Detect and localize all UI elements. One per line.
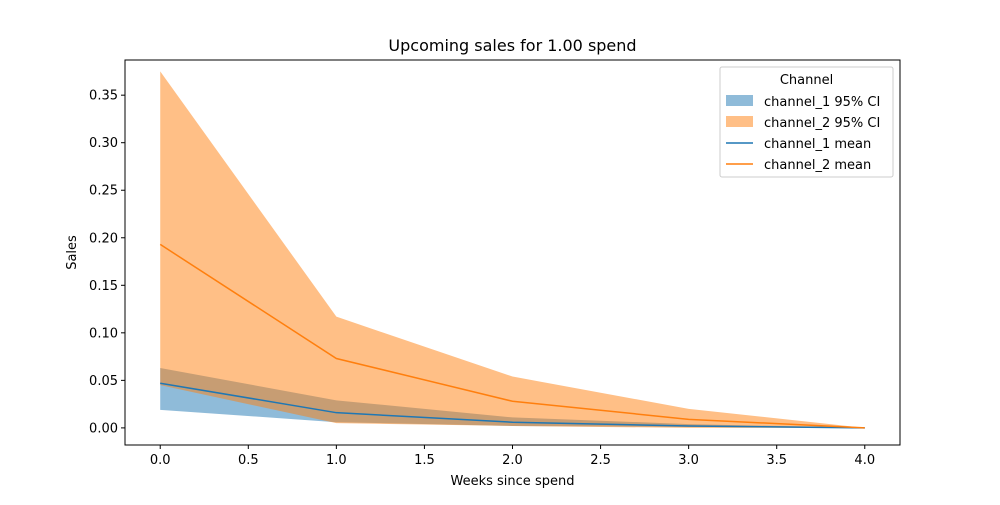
x-tick-label: 2.0 [502, 453, 523, 468]
x-tick-label: 1.5 [414, 453, 435, 468]
legend-entry-label: channel_1 95% CI [764, 95, 880, 110]
x-tick-label: 0.5 [238, 453, 259, 468]
x-tick-label: 3.5 [766, 453, 787, 468]
x-axis-label: Weeks since spend [451, 474, 575, 489]
x-axis-ticks: 0.0 0.5 1.0 1.5 2.0 2.5 3.0 3.5 4.0 [150, 445, 875, 468]
y-tick-label: 0.30 [89, 136, 118, 151]
legend-entry-label: channel_2 mean [764, 158, 871, 173]
legend: Channel channel_1 95% CI channel_2 95% CI… [720, 67, 893, 177]
legend-entry-label: channel_2 95% CI [764, 116, 880, 131]
y-tick-label: 0.00 [89, 421, 118, 436]
x-tick-label: 4.0 [854, 453, 875, 468]
x-tick-label: 2.5 [590, 453, 611, 468]
chart-title: Upcoming sales for 1.00 spend [388, 36, 636, 55]
channel_1-ci-legend-swatch [726, 95, 753, 106]
y-tick-label: 0.05 [89, 374, 118, 389]
legend-title: Channel [780, 73, 833, 88]
x-tick-label: 1.0 [326, 453, 347, 468]
y-tick-label: 0.35 [89, 89, 118, 104]
x-tick-label: 3.0 [678, 453, 699, 468]
y-axis-label: Sales [65, 235, 80, 270]
y-tick-label: 0.10 [89, 326, 118, 341]
y-tick-label: 0.15 [89, 279, 118, 294]
y-tick-label: 0.20 [89, 231, 118, 246]
y-tick-label: 0.25 [89, 184, 118, 199]
x-tick-label: 0.0 [150, 453, 171, 468]
channel_2-ci-legend-swatch [726, 116, 753, 127]
y-axis-ticks: 0.00 0.05 0.10 0.15 0.20 0.25 0.30 0.35 [89, 89, 125, 437]
legend-entry-label: channel_1 mean [764, 137, 871, 152]
